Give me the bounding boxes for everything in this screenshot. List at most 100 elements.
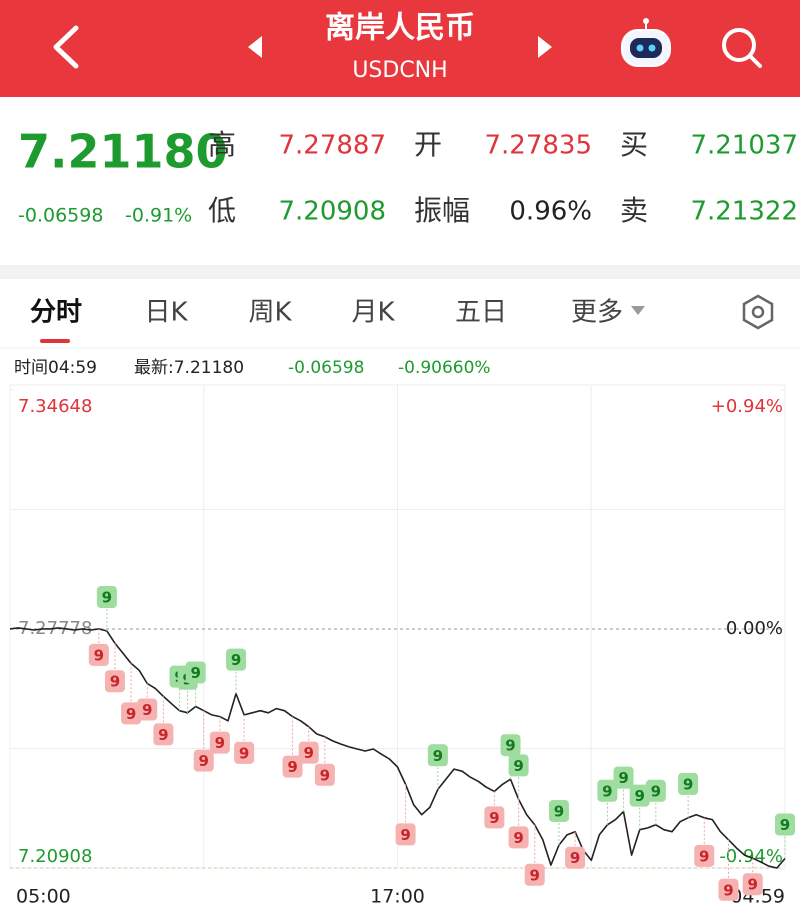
y-tick-label: 7.20908 [18, 846, 92, 867]
signal-label: 9 [94, 646, 104, 664]
signal-badge [314, 763, 335, 786]
signal-label: 9 [400, 826, 410, 844]
signal-badge [282, 755, 303, 778]
signal-label: 9 [142, 701, 152, 719]
quote-value: 7.27835 [484, 131, 592, 161]
signal-badge [548, 799, 569, 822]
search-icon[interactable] [722, 28, 762, 68]
signal-label: 9 [683, 775, 693, 793]
signal-badge [226, 648, 247, 671]
signal-label: 9 [570, 849, 580, 867]
y2-tick-label: 0.00% [726, 618, 783, 639]
signal-badge [613, 766, 634, 789]
settings-icon-core [751, 305, 765, 319]
signal-label: 9 [433, 747, 443, 765]
signal-badge [88, 643, 109, 666]
signal-badge [298, 741, 319, 764]
signal-label: 9 [699, 847, 709, 865]
signal-badge [645, 779, 666, 802]
signal-badge [694, 844, 715, 867]
signal-label: 9 [651, 782, 661, 800]
assistant-icon[interactable] [621, 18, 671, 67]
signal-badge [137, 698, 158, 721]
signal-label: 9 [723, 881, 733, 899]
quote-value: 7.20908 [278, 197, 386, 227]
signal-label: 9 [126, 705, 136, 723]
info-latest: 最新:7.21180 [134, 358, 244, 378]
signal-label: 9 [303, 744, 313, 762]
quote-label: 买 [620, 128, 648, 161]
info-change: -0.06598 [288, 358, 364, 378]
signal-badge [209, 731, 230, 754]
quote-grid: 高 7.27887 开 7.27835 买 7.21037 低 7.20908 振幅 0.96% 卖… [208, 128, 798, 227]
signal-label: 9 [320, 766, 330, 784]
signal-label: 9 [489, 809, 499, 827]
signal-badge [597, 779, 618, 802]
signal-label: 9 [231, 651, 241, 669]
signal-badge [629, 784, 650, 807]
quote-value: 7.27887 [278, 131, 386, 161]
signal-badge [121, 702, 142, 725]
quote-value: 0.96% [509, 197, 592, 227]
signal-badge [395, 823, 416, 846]
x-tick-label: 17:00 [370, 886, 425, 908]
quote-label: 高 [208, 128, 236, 161]
signal-label: 9 [215, 734, 225, 752]
signal-badge [193, 749, 214, 772]
prev-button[interactable] [248, 36, 262, 58]
settings-icon[interactable] [742, 294, 774, 330]
price-change-pct: -0.91% [125, 205, 192, 227]
price-line [9, 627, 786, 869]
tab[interactable]: 分时 [30, 298, 82, 328]
signal-label: 9 [110, 673, 120, 691]
price-change: -0.06598 [18, 205, 103, 227]
info-time: 时间04:59 [14, 358, 97, 378]
quote-value: 7.21322 [690, 197, 798, 227]
quote-label: 卖 [620, 194, 648, 227]
signal-label: 9 [199, 752, 209, 770]
x-tick-label: 05:00 [16, 886, 71, 908]
tab[interactable]: 日K [144, 298, 188, 328]
signal-label: 9 [505, 737, 515, 755]
y2-tick-label: -0.94% [719, 846, 783, 867]
signal-badge [742, 873, 763, 896]
signal-label: 9 [513, 757, 523, 775]
next-button[interactable] [538, 36, 552, 58]
signal-label: 9 [780, 816, 790, 834]
tab[interactable]: 五日 [455, 298, 507, 328]
signal-label: 9 [554, 802, 564, 820]
y2-tick-label: +0.94% [711, 396, 783, 417]
separator [0, 265, 800, 279]
signal-label: 9 [513, 829, 523, 847]
signal-label: 9 [618, 769, 628, 787]
more-arrow[interactable] [631, 306, 645, 315]
signal-label: 9 [747, 876, 757, 894]
header-subtitle: USDCNH [352, 58, 447, 83]
tab[interactable]: 周K [248, 298, 292, 328]
y-tick-label: 7.34648 [18, 396, 92, 417]
signal-label: 9 [102, 589, 112, 607]
signal-label: 9 [530, 866, 540, 884]
signal-badge [427, 744, 448, 767]
tab-underline [40, 339, 70, 343]
signal-badge [96, 586, 117, 609]
signal-badge [508, 826, 529, 849]
quote-label: 振幅 [414, 194, 470, 227]
tab[interactable]: 月K [351, 298, 395, 328]
back-button[interactable] [53, 25, 79, 69]
quote-value: 7.21037 [690, 131, 798, 161]
chart: 7.209087.277787.34648-0.94%0.00%+0.94%05… [9, 384, 795, 908]
signal-label: 9 [287, 758, 297, 776]
tab-bar: 分时 日K 周K 月K 五日 更多 [30, 298, 623, 328]
signal-label: 9 [190, 664, 200, 682]
quote-label: 开 [414, 128, 442, 161]
quote-label: 低 [208, 194, 236, 227]
last-price: 7.21180 [18, 125, 228, 179]
signal-badge [484, 806, 505, 829]
signal-label: 9 [634, 787, 644, 805]
signal-badge [185, 661, 206, 684]
tab[interactable]: 更多 [571, 298, 623, 328]
header-title: 离岸人民币 [325, 11, 475, 46]
signal-badge [508, 754, 529, 777]
